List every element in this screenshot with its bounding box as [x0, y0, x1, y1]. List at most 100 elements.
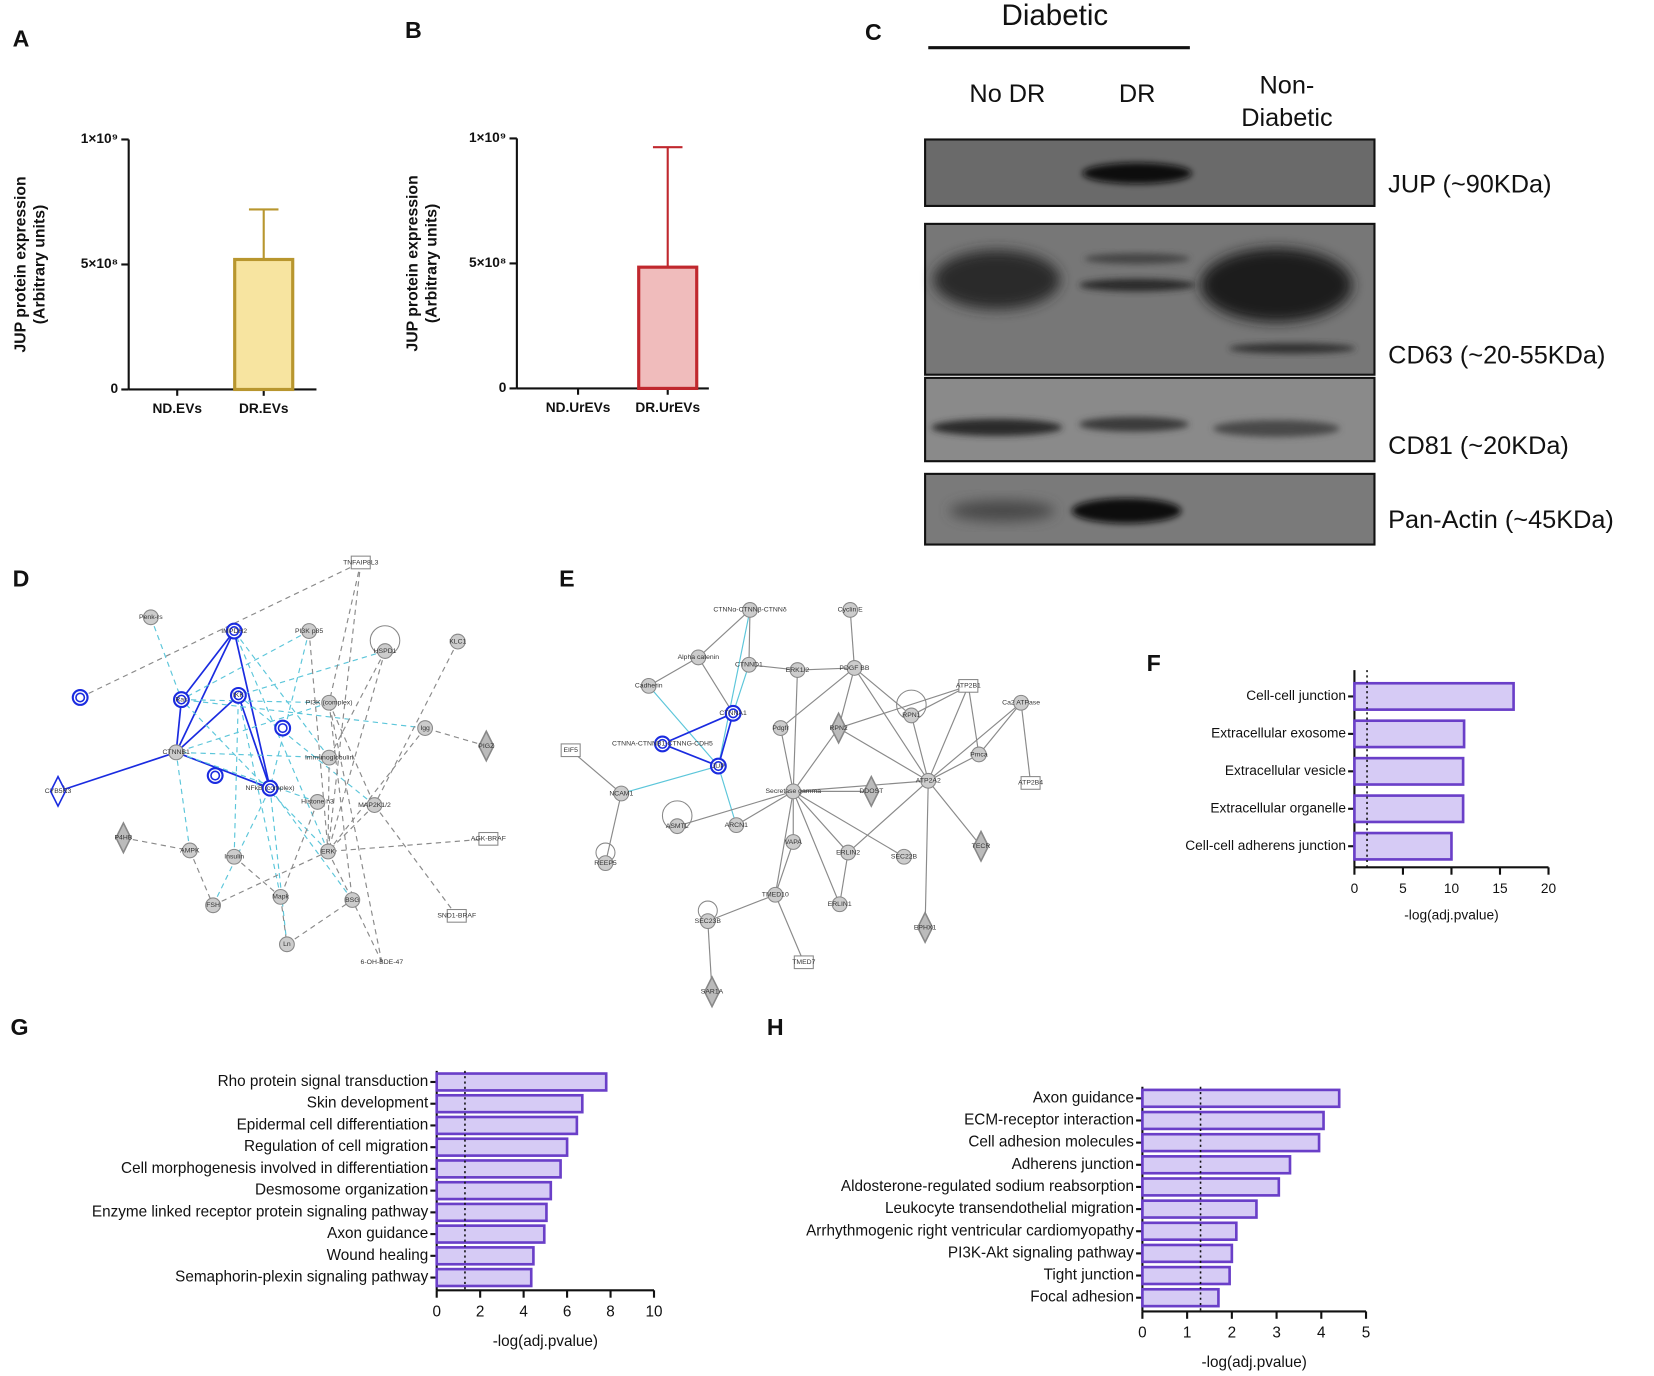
- network-edge: [748, 664, 799, 673]
- network-edge: [269, 787, 353, 901]
- x-axis-label: -log(adj.pvalue): [1202, 1354, 1307, 1371]
- network-node-label: TMED7: [792, 959, 815, 966]
- network-node: [903, 707, 920, 724]
- network-edge: [792, 727, 840, 792]
- network-node-label: NCAM1: [609, 790, 633, 797]
- network-edge: [603, 793, 622, 864]
- network-edge: [174, 751, 191, 851]
- x-tick-label: 10: [646, 1304, 663, 1321]
- x-tick-label: 3: [1272, 1325, 1281, 1342]
- network-node: [840, 844, 857, 861]
- network: CTNNα-CTNNβ-CTNNδ Cyclin E Alpha catenin CT…: [560, 602, 1043, 1009]
- network-node-label: FSH: [206, 902, 220, 909]
- network-node-label: ERK1/2: [786, 667, 810, 674]
- network-edge: [676, 790, 794, 828]
- network-edge: [286, 899, 353, 945]
- y-tick-label: Desmosome organization: [255, 1182, 428, 1199]
- network-node-label: AMPK: [180, 847, 200, 854]
- y-tick-label: Tight junction: [1044, 1267, 1134, 1284]
- network-node-label: HSPD1: [374, 648, 397, 655]
- network-edge: [212, 850, 329, 906]
- y-tick-label: Cell-cell adherens junction: [1185, 838, 1346, 853]
- network-edge: [922, 780, 929, 929]
- network-node-label: ATP2A2: [916, 778, 941, 785]
- bar: [435, 1093, 584, 1114]
- network-node: [789, 662, 806, 678]
- network-edge: [189, 850, 214, 906]
- network-node-label: Insulin: [224, 854, 244, 861]
- network-edge: [910, 715, 930, 782]
- network-node-label: Immunoglobulin: [305, 754, 354, 761]
- network-node-label: Secretase gamma: [765, 788, 821, 795]
- network-node: [669, 818, 686, 835]
- bar: [435, 1180, 553, 1201]
- x-tick-label: DR.UrEVs: [635, 400, 700, 415]
- network-edge: [233, 856, 282, 898]
- y-tick-label: Cell-cell junction: [1246, 688, 1346, 703]
- network-node-label: ERLIN2: [836, 849, 860, 856]
- network-node: [205, 897, 221, 914]
- network-node: [366, 797, 383, 813]
- network-node: [350, 555, 371, 570]
- bar: [435, 1115, 579, 1136]
- network-edge: [237, 650, 386, 697]
- network-edge: [797, 665, 856, 672]
- network-node: [229, 686, 247, 704]
- network-node-label: SEC23B: [695, 918, 722, 925]
- x-tick-label: 4: [1317, 1325, 1326, 1342]
- bar: [1141, 1155, 1292, 1175]
- network-node-label: Histone h3: [301, 799, 334, 806]
- network: TNFAIP8L3 Penk-rs IMPDH2 PI3K p85 HSPD1 KLC1 R…: [45, 555, 506, 966]
- x-tick-label: 8: [606, 1304, 615, 1321]
- network-edge: [838, 727, 929, 782]
- x-axis-label: -log(adj.pvalue): [1404, 907, 1498, 922]
- network-node-label: 6-OH-BDE-47: [361, 959, 404, 966]
- network-edge: [180, 630, 310, 701]
- network-edge: [707, 894, 776, 922]
- network-edge: [774, 841, 794, 896]
- network-node-label: PI3K (complex): [306, 700, 353, 707]
- network-edge: [280, 896, 290, 945]
- network-edge: [849, 609, 857, 669]
- y-tick-label: PI3K-Akt signaling pathway: [948, 1244, 1134, 1261]
- lane-label: Diabetic: [1241, 104, 1332, 132]
- network-edge: [746, 609, 752, 666]
- network-edge: [233, 630, 273, 790]
- network-edge: [570, 749, 622, 794]
- bar: [1353, 756, 1465, 786]
- network-edge: [978, 702, 1022, 755]
- network-node: [613, 785, 630, 802]
- network-edge: [328, 702, 355, 901]
- y-tick-label: 5×10⁸: [469, 255, 506, 270]
- x-tick-label: 5: [1362, 1325, 1371, 1342]
- y-tick-label: Extracellular vesicle: [1225, 763, 1346, 778]
- network-node-label: IMPDH2: [221, 628, 247, 635]
- y-tick-label: Cell morphogenesis involved in different…: [121, 1160, 428, 1177]
- y-tick-label: Cell adhesion molecules: [968, 1134, 1134, 1151]
- network-node: [741, 656, 757, 673]
- bar: [1353, 719, 1466, 749]
- network-node-label: ATP2B4: [1018, 780, 1043, 787]
- x-tick-label: 2: [476, 1304, 485, 1321]
- network-edge: [927, 753, 980, 782]
- network-node-label: Penk-rs: [139, 614, 163, 621]
- y-axis-label: JUP protein expression: [405, 175, 422, 351]
- network-node: [142, 609, 159, 626]
- bar: [435, 1267, 533, 1288]
- network-node-label: KLC1: [449, 638, 466, 645]
- panel-label: D: [13, 566, 30, 592]
- network-node-label: RPN2: [829, 725, 847, 732]
- bar: [1141, 1199, 1258, 1219]
- network-edge: [325, 757, 332, 853]
- network-node-label: Pdgfr: [772, 725, 789, 732]
- network-edge: [351, 899, 383, 963]
- panel-label: A: [13, 25, 30, 51]
- network-edge: [792, 790, 905, 858]
- y-tick-label: Skin development: [307, 1095, 429, 1112]
- network-edge: [308, 630, 331, 853]
- network-edge: [373, 641, 459, 806]
- network-node: [449, 633, 466, 650]
- network-edge: [648, 656, 699, 687]
- bar: [637, 265, 699, 391]
- y-tick-label: Enzyme linked receptor protein signaling…: [92, 1203, 429, 1220]
